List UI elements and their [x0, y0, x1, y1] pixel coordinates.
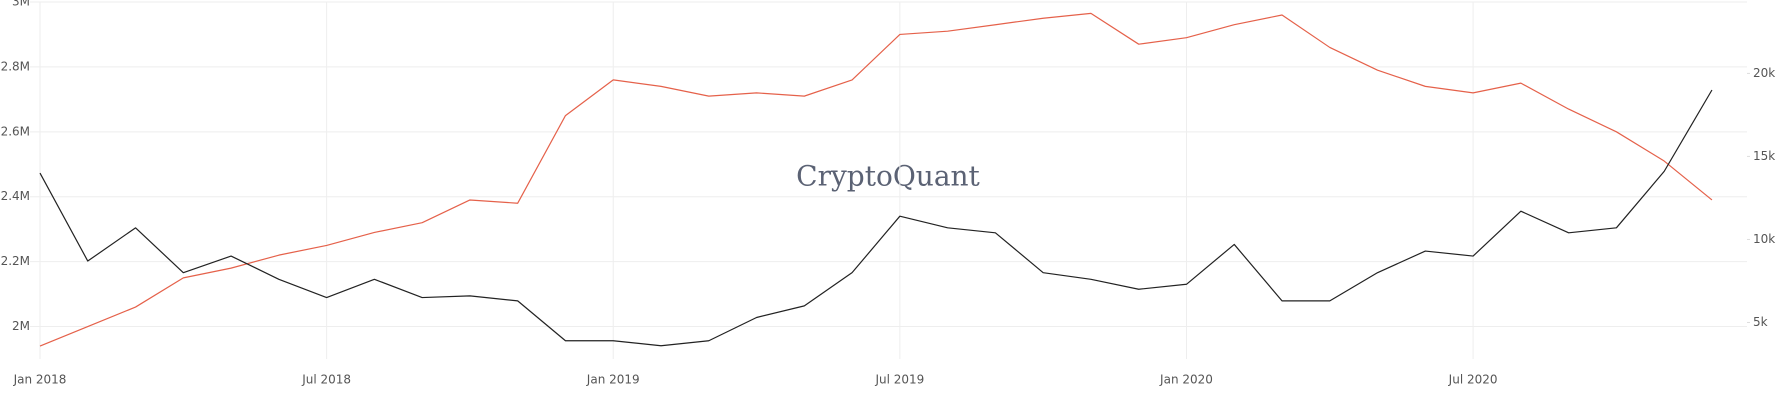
x-tick-label: Jan 2020 [1159, 373, 1213, 387]
series-line [39, 89, 1713, 347]
y-tick-label: 2M [12, 319, 30, 333]
y2-tick-label: 15k [1753, 149, 1775, 163]
x-tick-label: Jul 2019 [874, 373, 924, 387]
y2-tick-label: 5k [1753, 315, 1768, 329]
watermark: CryptoQuant [796, 160, 980, 193]
y-tick-label: 2.8M [1, 59, 30, 73]
y-tick-label: 2.4M [1, 189, 30, 203]
y-tick-label: 2.2M [1, 254, 30, 268]
y-tick-label: 2.6M [1, 124, 30, 138]
y2-tick-label: 10k [1753, 232, 1775, 246]
y2-tick-label: 20k [1753, 66, 1775, 80]
y-tick-label: 3M [12, 0, 30, 9]
x-tick-label: Jul 2018 [301, 373, 351, 387]
series-line [39, 12, 1713, 347]
x-tick-label: Jan 2018 [13, 373, 67, 387]
x-tick-label: Jan 2019 [586, 373, 640, 387]
x-tick-label: Jul 2020 [1448, 373, 1498, 387]
